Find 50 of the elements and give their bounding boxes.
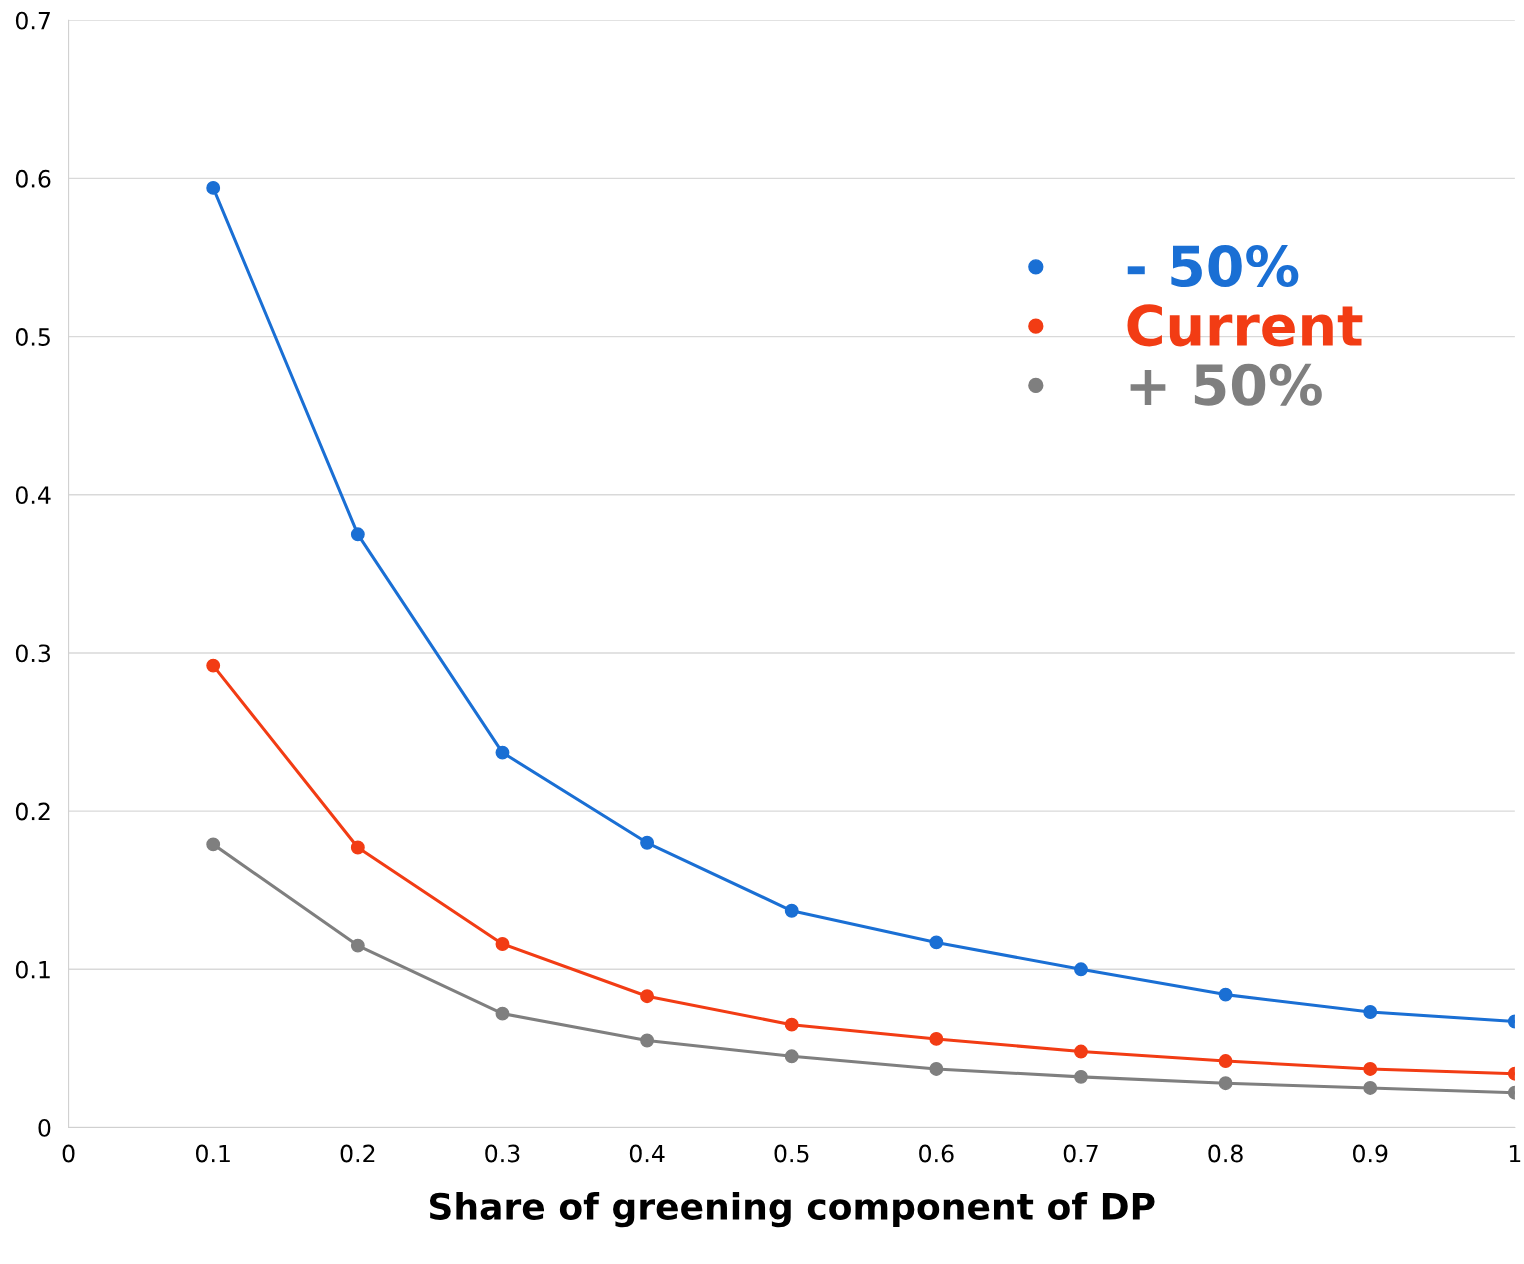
x-tick-label: 0: [62, 1144, 75, 1163]
y-tick-label: 0.6: [15, 169, 51, 188]
point: [640, 1033, 655, 1048]
point: [1074, 1044, 1088, 1059]
point: [495, 1006, 510, 1021]
point: [1218, 987, 1233, 1002]
y-tick-label: 0.2: [15, 802, 50, 821]
point: [784, 903, 799, 918]
point: [929, 1031, 944, 1046]
point: [350, 527, 365, 542]
point: [206, 180, 221, 195]
x-tick-label: 0.7: [1063, 1144, 1098, 1163]
y-tick-label: 0.7: [15, 11, 50, 30]
point: [640, 835, 655, 850]
x-tick-label: 0.6: [919, 1144, 954, 1163]
point: [1363, 1005, 1378, 1019]
y-tick-label: 0.4: [15, 486, 51, 505]
point: [1363, 1062, 1378, 1076]
point: [206, 837, 221, 852]
legend-label: - 50%: [1127, 245, 1299, 288]
x-tick-label: 0.4: [629, 1144, 665, 1163]
point: [784, 1017, 799, 1032]
point: [640, 989, 655, 1004]
x-tick-label: 0.5: [774, 1144, 809, 1163]
point: [929, 935, 944, 950]
point: [1074, 1069, 1088, 1084]
x-tick-label: 1: [1509, 1144, 1521, 1163]
x-tick-label: 0.9: [1353, 1144, 1388, 1163]
y-tick-label: 0.3: [15, 644, 51, 663]
point: [350, 938, 365, 953]
point: [1363, 1080, 1378, 1095]
point: [206, 658, 221, 673]
point: [929, 1062, 944, 1076]
y-tick-label: 0: [38, 1118, 51, 1137]
x-tick-label: 0.8: [1208, 1144, 1243, 1163]
y-tick-label: 0.5: [15, 328, 50, 346]
y-tick-label: 0.1: [15, 960, 50, 979]
point: [350, 840, 365, 855]
point: [495, 937, 510, 951]
point: [1218, 1076, 1233, 1091]
x-axis-title: Share of greening component of DP: [429, 1192, 1155, 1228]
point: [495, 745, 510, 760]
x-tick-label: 0.2: [340, 1144, 375, 1163]
x-tick-label: 0.1: [195, 1144, 230, 1163]
point: [784, 1049, 799, 1064]
legend-label: + 50%: [1130, 363, 1322, 406]
point: [1218, 1054, 1233, 1068]
x-tick-label: 0.3: [485, 1144, 520, 1163]
legend-label: Current: [1127, 304, 1363, 347]
point: [1074, 962, 1088, 977]
